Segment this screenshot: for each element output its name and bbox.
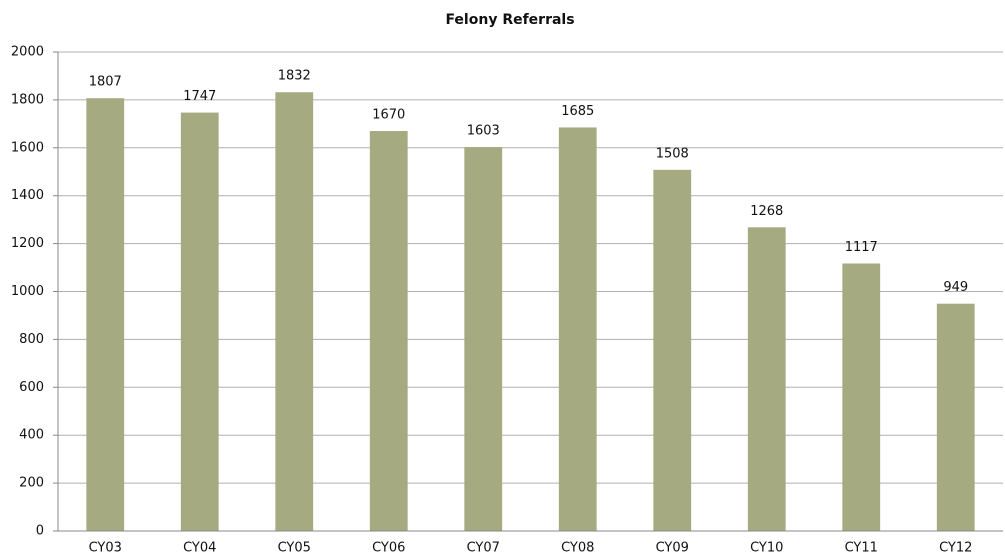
y-tick-label: 1200	[11, 236, 44, 251]
y-tick-label: 2000	[11, 45, 44, 60]
data-label: 1807	[89, 75, 122, 90]
y-tick-label: 1600	[11, 140, 44, 155]
x-tick-label: CY07	[467, 541, 500, 555]
data-label: 1670	[372, 108, 405, 123]
data-label: 1508	[656, 146, 689, 161]
data-label: 1603	[467, 124, 500, 139]
y-tick-label: 400	[19, 428, 44, 443]
x-tick-label: CY08	[561, 541, 594, 555]
bar	[369, 131, 408, 531]
x-tick-label: CY05	[278, 541, 311, 555]
x-tick-label: CY09	[656, 541, 689, 555]
data-label: 1117	[845, 240, 878, 255]
x-tick-label: CY11	[845, 541, 878, 555]
data-label: 1747	[183, 89, 216, 104]
bar	[180, 112, 219, 531]
bar	[936, 303, 975, 531]
bar	[275, 92, 314, 532]
y-tick-label: 0	[36, 524, 44, 539]
x-tick-label: CY06	[372, 541, 405, 555]
data-label: 1268	[750, 204, 783, 219]
y-tick-label: 200	[19, 476, 44, 491]
bar	[842, 263, 881, 531]
y-tick-label: 1000	[11, 284, 44, 299]
bar	[558, 127, 597, 531]
bar	[653, 169, 692, 532]
y-tick-label: 600	[19, 380, 44, 395]
x-tick-label: CY12	[939, 541, 972, 555]
chart-title: Felony Referrals	[445, 12, 574, 28]
x-tick-label: CY10	[750, 541, 783, 555]
y-tick-label: 1400	[11, 188, 44, 203]
bar	[747, 227, 786, 531]
data-label: 1832	[278, 69, 311, 84]
x-tick-label: CY04	[183, 541, 216, 555]
bar	[86, 98, 125, 531]
bar	[464, 147, 503, 532]
data-label: 949	[943, 280, 968, 295]
y-tick-label: 800	[19, 332, 44, 347]
y-tick-label: 1800	[11, 92, 44, 107]
data-label: 1685	[561, 104, 594, 119]
x-tick-label: CY03	[89, 541, 122, 555]
